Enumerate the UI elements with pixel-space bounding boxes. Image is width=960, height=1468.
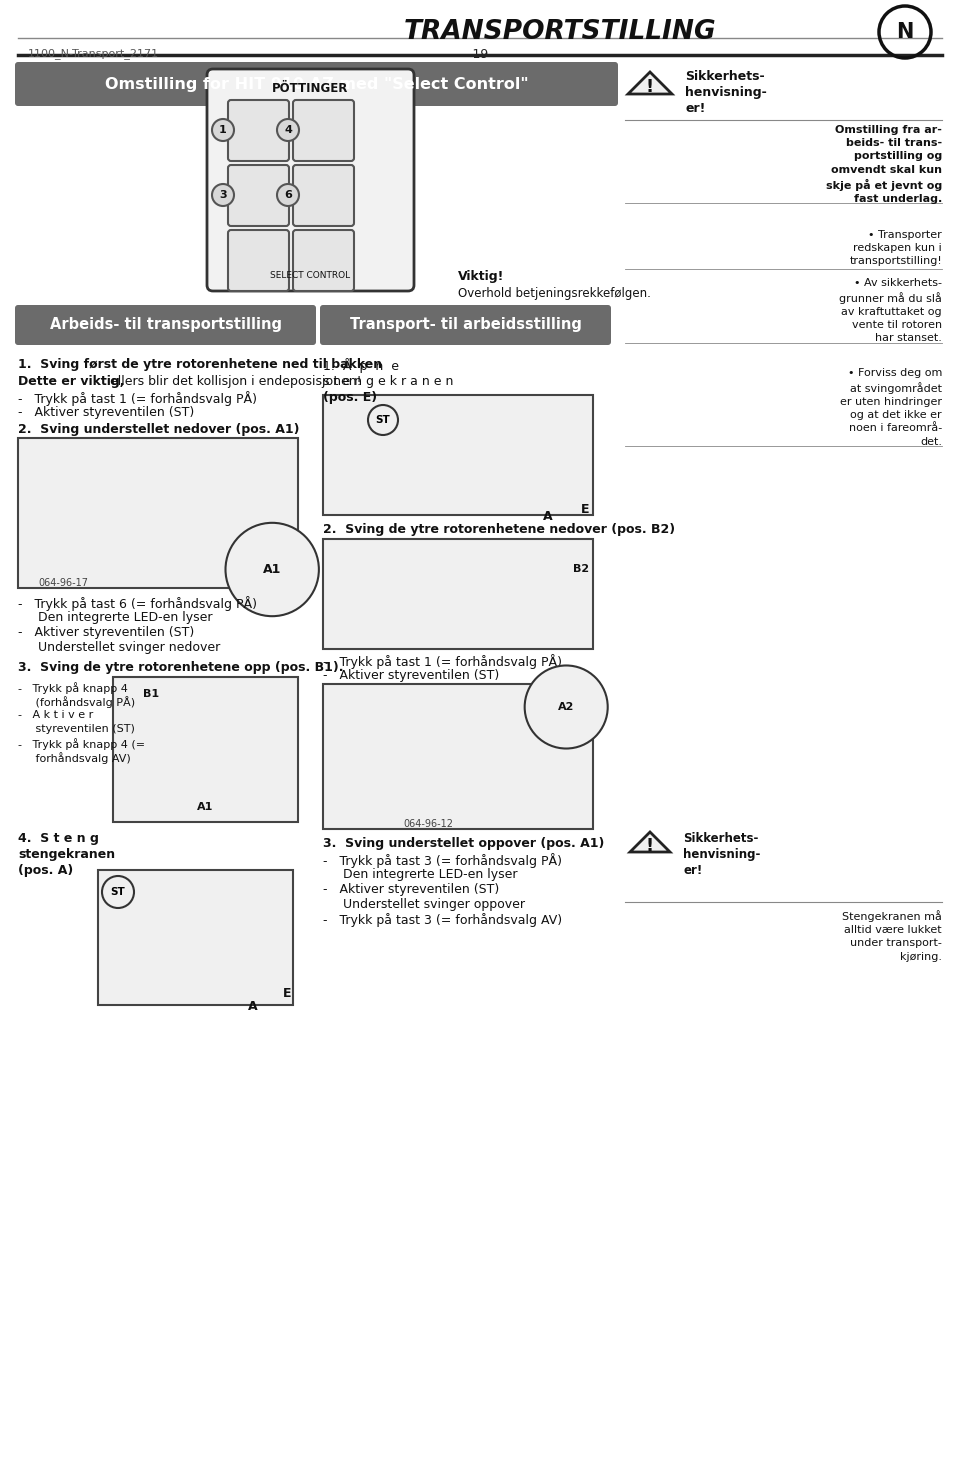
Circle shape xyxy=(277,184,299,206)
Text: -   Trykk på tast 6 (= forhåndsvalg PÅ): - Trykk på tast 6 (= forhåndsvalg PÅ) xyxy=(18,596,257,611)
Text: -   Aktiver styreventilen (ST): - Aktiver styreventilen (ST) xyxy=(18,407,194,418)
Text: Arbeids- til transportstilling: Arbeids- til transportstilling xyxy=(50,317,281,332)
FancyBboxPatch shape xyxy=(15,305,316,345)
Text: 1.  Sving først de ytre rotorenhetene ned til bakken: 1. Sving først de ytre rotorenhetene ned… xyxy=(18,358,382,371)
Text: Transport- til arbeidsstilling: Transport- til arbeidsstilling xyxy=(349,317,582,332)
Text: 3: 3 xyxy=(219,189,227,200)
Circle shape xyxy=(212,119,234,141)
FancyBboxPatch shape xyxy=(293,100,354,161)
Text: 064-96-12: 064-96-12 xyxy=(403,819,453,829)
FancyBboxPatch shape xyxy=(320,305,611,345)
Text: • Forviss deg om
at svingområdet
er uten hindringer
og at det ikke er
noen i far: • Forviss deg om at svingområdet er uten… xyxy=(840,368,942,446)
Bar xyxy=(323,539,593,649)
Text: 1.  Å  p  n  e: 1. Å p n e xyxy=(323,358,399,373)
Text: A1: A1 xyxy=(263,564,281,575)
Text: s t e n g e k r a n e n: s t e n g e k r a n e n xyxy=(323,374,453,388)
Text: Sikkerhets-
henvisning-
er!: Sikkerhets- henvisning- er! xyxy=(683,832,760,876)
Text: -   Aktiver styreventilen (ST): - Aktiver styreventilen (ST) xyxy=(323,882,499,895)
Text: -   Trykk på tast 3 (= forhåndsvalg AV): - Trykk på tast 3 (= forhåndsvalg AV) xyxy=(323,913,563,926)
Text: E: E xyxy=(283,986,292,1000)
Text: -   Trykk på tast 3 (= forhåndsvalg PÅ): - Trykk på tast 3 (= forhåndsvalg PÅ) xyxy=(323,853,562,868)
Text: Stengekranen må
alltid være lukket
under transport-
kjøring.: Stengekranen må alltid være lukket under… xyxy=(842,910,942,962)
Text: Overhold betjeningsrekkefølgen.: Overhold betjeningsrekkefølgen. xyxy=(458,288,651,299)
Text: • Transporter
redskapen kun i
transportstilling!: • Transporter redskapen kun i transports… xyxy=(850,230,942,266)
FancyBboxPatch shape xyxy=(207,69,414,291)
Text: • Av sikkerhets-
grunner må du slå
av kraftuttaket og
vente til rotoren
har stan: • Av sikkerhets- grunner må du slå av kr… xyxy=(839,277,942,344)
Text: !: ! xyxy=(646,78,654,97)
Bar xyxy=(323,395,593,515)
Text: B2: B2 xyxy=(573,564,589,574)
Text: stengekranen: stengekranen xyxy=(18,849,115,862)
Bar xyxy=(113,677,298,822)
Circle shape xyxy=(212,184,234,206)
Text: (pos. E): (pos. E) xyxy=(323,390,377,404)
Text: TRANSPORTSTILLING: TRANSPORTSTILLING xyxy=(404,19,716,46)
Text: - 19 -: - 19 - xyxy=(464,48,496,62)
Text: forhåndsvalg AV): forhåndsvalg AV) xyxy=(18,752,131,763)
Circle shape xyxy=(368,405,398,435)
Text: 3.  Sving de ytre rotorenhetene opp (pos. B1).: 3. Sving de ytre rotorenhetene opp (pos.… xyxy=(18,661,344,674)
Text: 2.  Sving understellet nedover (pos. A1): 2. Sving understellet nedover (pos. A1) xyxy=(18,423,300,436)
Text: -   Trykk på tast 1 (= forhåndsvalg PÅ): - Trykk på tast 1 (= forhåndsvalg PÅ) xyxy=(323,655,562,669)
Text: -   Trykk på tast 1 (= forhåndsvalg PÅ): - Trykk på tast 1 (= forhåndsvalg PÅ) xyxy=(18,390,257,407)
Bar xyxy=(323,684,593,829)
Text: 1100_N-Transport_2171: 1100_N-Transport_2171 xyxy=(28,48,159,59)
Text: ST: ST xyxy=(110,887,126,897)
Text: ST: ST xyxy=(375,415,391,426)
FancyBboxPatch shape xyxy=(15,62,618,106)
Text: styreventilen (ST): styreventilen (ST) xyxy=(18,724,134,734)
Text: 2.  Sving de ytre rotorenhetene nedover (pos. B2): 2. Sving de ytre rotorenhetene nedover (… xyxy=(323,523,675,536)
Bar xyxy=(18,437,298,589)
Text: Sikkerhets-
henvisning-
er!: Sikkerhets- henvisning- er! xyxy=(685,70,767,115)
Text: Understellet svinger oppover: Understellet svinger oppover xyxy=(323,898,525,912)
FancyBboxPatch shape xyxy=(293,230,354,291)
Text: (forhåndsvalg PÅ): (forhåndsvalg PÅ) xyxy=(18,696,135,708)
Text: 1: 1 xyxy=(219,125,227,135)
Text: SELECT CONTROL: SELECT CONTROL xyxy=(270,270,350,279)
Text: 3.  Sving understellet oppover (pos. A1): 3. Sving understellet oppover (pos. A1) xyxy=(323,837,605,850)
Polygon shape xyxy=(630,832,670,851)
Text: E: E xyxy=(581,504,589,515)
Text: PÖTTINGER: PÖTTINGER xyxy=(272,82,348,95)
Text: -   Trykk på knapp 4: - Trykk på knapp 4 xyxy=(18,683,128,694)
Text: -   Aktiver styreventilen (ST): - Aktiver styreventilen (ST) xyxy=(323,669,499,683)
Text: Viktig!: Viktig! xyxy=(458,270,504,283)
Text: -   Aktiver styreventilen (ST): - Aktiver styreventilen (ST) xyxy=(18,625,194,639)
Text: -   A k t i v e r: - A k t i v e r xyxy=(18,711,93,719)
Text: 4.  S t e n g: 4. S t e n g xyxy=(18,832,99,846)
Bar xyxy=(98,871,293,1006)
Text: A: A xyxy=(248,1000,257,1013)
Text: Den integrerte LED-en lyser: Den integrerte LED-en lyser xyxy=(323,868,517,881)
Text: Omstilling for HIT 910 AZ med "Select Control": Omstilling for HIT 910 AZ med "Select Co… xyxy=(105,76,528,91)
Text: !: ! xyxy=(646,837,654,854)
FancyBboxPatch shape xyxy=(228,164,289,226)
Text: Den integrerte LED-en lyser: Den integrerte LED-en lyser xyxy=(18,611,212,624)
Circle shape xyxy=(277,119,299,141)
Text: Omstilling fra ar-
beids- til trans-
portstilling og
omvendt skal kun
skje på et: Omstilling fra ar- beids- til trans- por… xyxy=(826,125,942,204)
Text: 6: 6 xyxy=(284,189,292,200)
Text: N: N xyxy=(897,22,914,43)
Text: Dette er viktig,: Dette er viktig, xyxy=(18,374,125,388)
Text: -   Trykk på knapp 4 (=: - Trykk på knapp 4 (= xyxy=(18,738,145,750)
Text: ellers blir det kollisjon i endeposisjonen!: ellers blir det kollisjon i endeposisjon… xyxy=(106,374,362,388)
FancyBboxPatch shape xyxy=(228,230,289,291)
FancyBboxPatch shape xyxy=(228,100,289,161)
Text: 064-96-17: 064-96-17 xyxy=(38,578,88,589)
Text: Understellet svinger nedover: Understellet svinger nedover xyxy=(18,642,220,655)
Text: B1: B1 xyxy=(143,688,159,699)
Text: A2: A2 xyxy=(558,702,574,712)
Text: A: A xyxy=(543,509,553,523)
Text: A1: A1 xyxy=(197,802,213,812)
Text: (pos. A): (pos. A) xyxy=(18,865,73,876)
Circle shape xyxy=(102,876,134,909)
FancyBboxPatch shape xyxy=(293,164,354,226)
Polygon shape xyxy=(628,72,672,94)
Text: 4: 4 xyxy=(284,125,292,135)
